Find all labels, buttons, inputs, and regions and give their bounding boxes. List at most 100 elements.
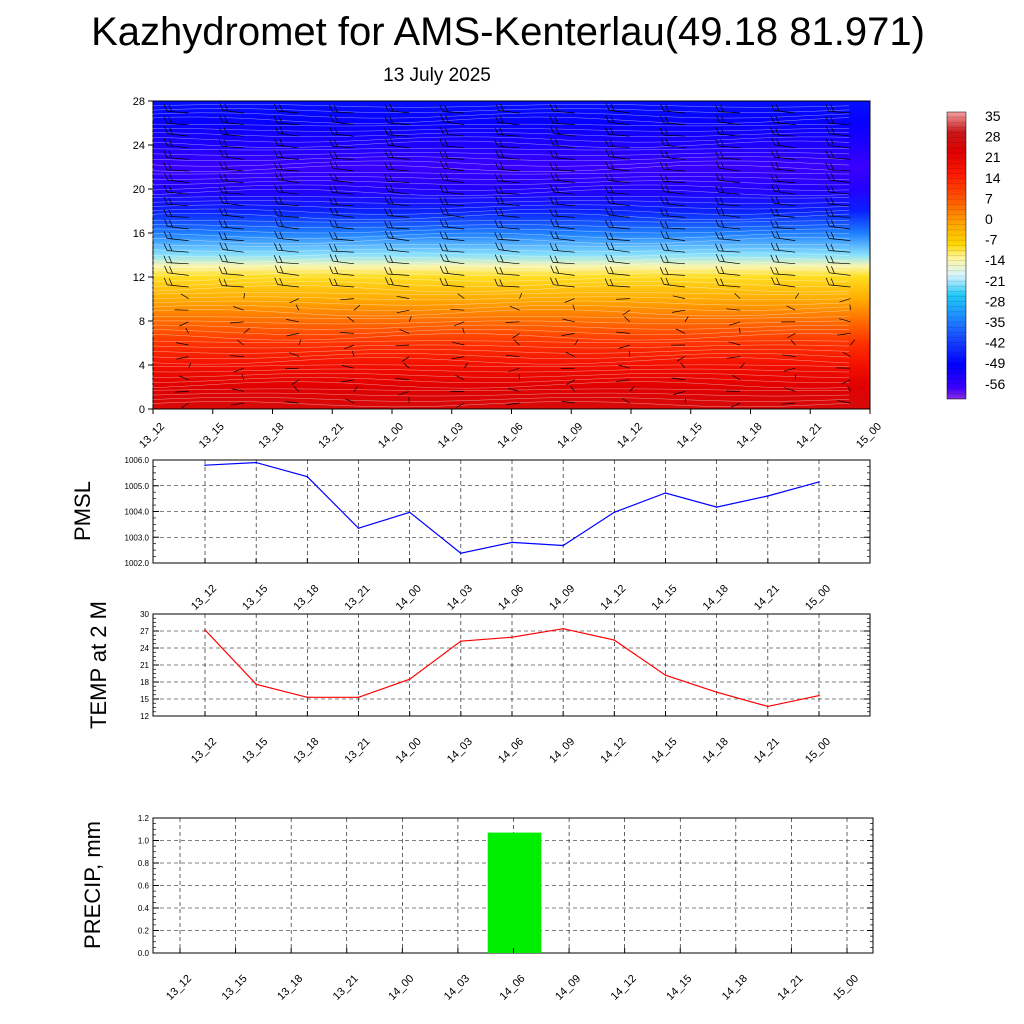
isotherm-line: [152, 147, 850, 151]
wind-barb: [663, 273, 685, 276]
wind-barb: [399, 329, 410, 334]
temperature-y-tick-label: 27: [140, 627, 149, 636]
temperature-y-tick-label: 18: [140, 678, 149, 687]
wind-barb-feather: [163, 277, 168, 286]
isotherm-line: [152, 108, 850, 113]
precipitation-y-axis-label: PRECIP, mm: [80, 821, 105, 949]
wind-barb: [341, 379, 355, 383]
wind-barb: [284, 367, 299, 370]
wind-barb: [402, 356, 410, 362]
wind-barb: [839, 298, 851, 303]
isotherm-line: [152, 128, 850, 132]
wind-barb: [222, 109, 244, 114]
wind-barb: [608, 192, 630, 195]
wind-barb-feather: [389, 184, 394, 193]
wind-barb: [553, 157, 575, 160]
wind-barb-feather: [384, 220, 388, 228]
wind-barb: [388, 144, 410, 149]
wind-barb-feather: [218, 127, 223, 135]
precipitation-x-tick-label: 14_21: [775, 973, 805, 1003]
wind-barb-feather: [776, 184, 780, 192]
wind-barb-feather: [274, 243, 278, 251]
wind-barb: [277, 249, 299, 253]
wind-barb: [278, 272, 299, 276]
heatmap-y-tick-label: 0: [139, 404, 145, 416]
pmsl-y-tick-label: 1004.0: [125, 508, 150, 517]
wind-barb: [188, 362, 192, 369]
wind-barb-feather: [279, 126, 284, 134]
isotherm-line: [152, 164, 850, 172]
wind-barb-feather: [660, 150, 664, 158]
isotherm-line: [152, 381, 850, 389]
wind-barb: [387, 168, 410, 172]
wind-barb-feather: [605, 266, 609, 274]
wind-barb: [452, 341, 465, 346]
wind-barb: [289, 352, 300, 357]
isotherm-line: [152, 248, 850, 252]
wind-barb-feather: [775, 208, 780, 217]
temperature-data-point: [306, 696, 309, 699]
wind-barb-feather: [831, 266, 835, 274]
wind-barb-feather: [384, 174, 388, 182]
temperature-x-tick-label: 13_15: [240, 736, 270, 766]
wind-barb: [850, 339, 856, 346]
isotherm-line: [152, 160, 850, 167]
isotherm-line: [152, 333, 850, 341]
isotherm-line: [152, 272, 850, 276]
wind-barb-feather: [605, 115, 610, 123]
wind-barb-feather: [224, 115, 228, 123]
wind-barb: [498, 214, 520, 218]
wind-barb-feather: [224, 103, 229, 111]
wind-barb-feather: [549, 150, 554, 158]
wind-barb-feather: [389, 150, 394, 158]
wind-barb: [387, 110, 410, 114]
wind-barb-feather: [169, 219, 173, 228]
wind-barb-feather: [605, 149, 610, 157]
wind-barb: [663, 215, 685, 218]
wind-barb: [676, 328, 686, 334]
pmsl-panel: 1002.0 1003.0 1004.0 1005.0 1006.0 13_12 13_15…: [70, 456, 871, 613]
wind-barb: [684, 316, 689, 322]
isotherm-line: [152, 280, 850, 287]
wind-barb-feather: [554, 150, 559, 159]
wind-barb-feather: [610, 161, 615, 170]
wind-barb-feather: [775, 150, 780, 158]
wind-barb: [553, 203, 575, 207]
temperature-x-tick-label: 15_00: [803, 736, 833, 766]
isotherm-line: [152, 104, 850, 108]
isotherm-line: [152, 252, 850, 258]
wind-barb: [828, 203, 851, 207]
wind-barb-feather: [334, 161, 339, 170]
wind-barb-feather: [550, 184, 554, 193]
wind-barb-feather: [444, 151, 449, 159]
wind-barb-feather: [334, 220, 339, 228]
wind-barb: [828, 262, 851, 265]
wind-barb-feather: [770, 254, 775, 262]
wind-barb: [828, 110, 851, 114]
wind-barb-feather: [770, 196, 775, 204]
wind-barb-feather: [830, 104, 835, 112]
wind-barb-feather: [605, 102, 610, 111]
wind-barb: [774, 190, 796, 195]
colorbar-label: 14: [985, 170, 1001, 186]
wind-barb: [332, 145, 355, 149]
wind-barb-feather: [163, 150, 168, 158]
wind-barb: [505, 321, 520, 323]
temperature-data-point: [664, 674, 667, 676]
wind-barb-feather: [554, 104, 559, 112]
wind-barb: [729, 321, 741, 326]
wind-barb: [408, 316, 412, 322]
wind-barb: [166, 110, 189, 114]
wind-barb-feather: [555, 278, 559, 286]
wind-barb-feather: [660, 184, 665, 192]
wind-barb-feather: [329, 138, 333, 147]
wind-barb: [443, 260, 465, 265]
wind-barb-feather: [389, 243, 394, 251]
wind-barb: [726, 356, 741, 359]
isotherm-line: [152, 184, 850, 191]
wind-barb-feather: [494, 139, 499, 147]
temperature-x-tick-label: 14_06: [496, 736, 526, 766]
wind-barb-feather: [329, 231, 333, 240]
wind-barb-feather: [775, 162, 780, 170]
wind-barb-feather: [334, 278, 338, 286]
